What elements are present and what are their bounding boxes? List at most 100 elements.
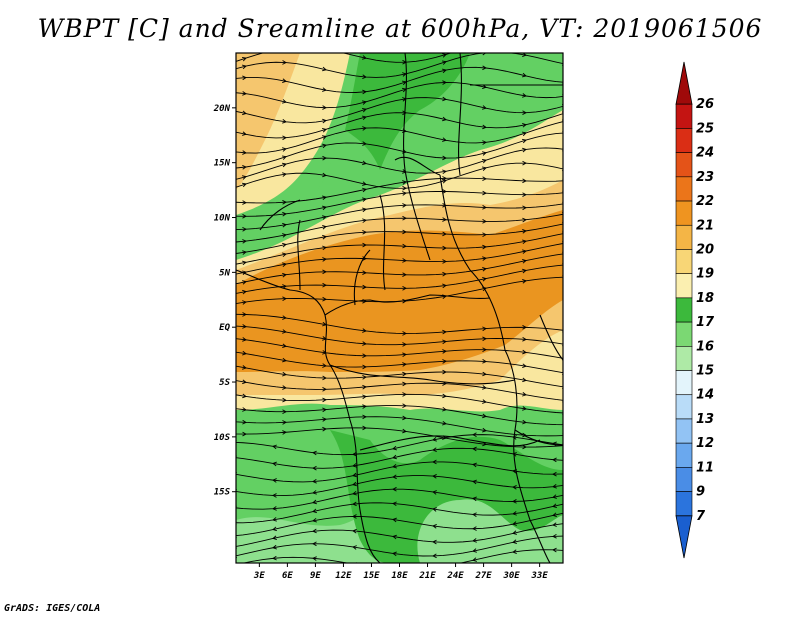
streamline: [236, 338, 563, 359]
streamline-arrow: [272, 506, 277, 511]
streamline: [236, 416, 563, 437]
streamline-arrow: [522, 325, 527, 330]
streamline-arrow: [242, 270, 247, 275]
streamline-arrow: [442, 393, 447, 399]
streamline-arrow: [552, 512, 557, 518]
streamline-arrow: [522, 147, 527, 153]
streamline-arrow: [402, 371, 407, 377]
streamline-arrow: [482, 326, 487, 332]
streamline-arrow: [482, 336, 487, 342]
lat-tick-label: 20N: [213, 104, 231, 114]
boundary-line: [514, 429, 563, 446]
colorbar-label: 14: [696, 388, 714, 403]
colorbar-label: 12: [696, 436, 714, 451]
streamline-arrow: [392, 445, 397, 451]
lon-tick-label: 3E: [253, 571, 265, 581]
streamline-arrow: [282, 262, 287, 267]
streamline-arrow: [282, 233, 287, 238]
streamline-arrow: [322, 155, 327, 161]
lon-tick-label: 24E: [446, 571, 464, 581]
boundary-line: [353, 249, 371, 306]
streamline-arrow: [522, 363, 527, 369]
streamline-arrow: [312, 556, 317, 561]
colorbar-label: 7: [696, 509, 706, 524]
streamline-arrow: [362, 374, 367, 380]
streamline-arrow: [472, 496, 477, 502]
streamline-arrow: [282, 409, 287, 415]
colorbar-label: 18: [696, 291, 714, 306]
streamline-arrow: [312, 541, 317, 547]
streamline-arrow: [441, 60, 447, 65]
streamline-arrow: [552, 457, 557, 463]
streamline-arrow: [522, 72, 527, 78]
streamline-arrow: [522, 259, 527, 264]
streamline: [236, 475, 563, 496]
colorbar-segment: [675, 491, 693, 517]
streamline: [236, 253, 563, 285]
streamline-arrow: [282, 371, 287, 377]
streamline: [236, 351, 563, 374]
streamline: [236, 325, 563, 346]
streamline: [241, 549, 563, 563]
colorbar-label: 17: [696, 315, 715, 330]
streamline-arrow: [442, 116, 447, 122]
colorbar-label: 15: [696, 364, 714, 379]
colorbar-segment: [675, 273, 693, 299]
streamline-arrow: [402, 258, 407, 263]
streamline-arrow: [282, 343, 287, 349]
lat-tick-label: 5S: [219, 378, 230, 388]
streamline: [236, 53, 453, 63]
northeast-yellow-patch: [440, 125, 563, 195]
streamline-arrow: [402, 169, 407, 174]
streamline-arrow: [242, 226, 247, 232]
streamline-arrow: [442, 329, 447, 335]
colorbar-label: 24: [696, 146, 714, 161]
streamline-arrow: [272, 461, 277, 467]
streamline-arrow: [322, 363, 327, 368]
streamline-arrow: [242, 250, 247, 255]
streamline-arrow: [482, 219, 487, 224]
streamline-arrow: [472, 538, 477, 543]
streamline-arrow: [312, 499, 317, 505]
streamline-arrow: [322, 172, 327, 178]
streamline-arrow: [282, 329, 287, 334]
streamline-arrow: [272, 544, 277, 550]
streamline-arrow: [482, 359, 487, 364]
streamline-arrow: [322, 234, 327, 240]
streamline-arrow: [522, 419, 527, 425]
streamline-arrow: [352, 528, 357, 534]
streamline-arrow: [242, 91, 247, 96]
colorbar-segment: [675, 370, 693, 396]
streamline-arrow: [272, 493, 277, 498]
streamline-arrow: [402, 403, 407, 409]
streamline-arrow: [272, 478, 277, 483]
streamline: [236, 213, 563, 243]
colorbar-segment: [675, 321, 693, 347]
colorbar-segment: [675, 224, 693, 250]
streamline-arrow: [272, 444, 277, 450]
streamline-arrow: [241, 56, 247, 62]
streamline-arrow: [352, 514, 357, 519]
streamline-arrow: [482, 413, 487, 419]
streamline-arrow: [522, 392, 527, 397]
streamline-arrow: [242, 379, 247, 385]
streamline-arrow: [322, 269, 327, 275]
streamline: [236, 264, 563, 294]
streamline: [236, 132, 563, 169]
streamline-arrow: [472, 462, 477, 468]
colorbar-segment: [675, 249, 693, 274]
streamline-arrow: [402, 428, 407, 434]
streamline-arrow: [282, 296, 287, 302]
streamline: [236, 112, 563, 139]
streamline-arrow: [242, 150, 247, 155]
streamline-arrow: [402, 392, 407, 397]
colorbar-label: 25: [696, 121, 714, 136]
streamline-arrow: [472, 526, 477, 531]
streamline-arrow: [522, 336, 527, 342]
streamline-arrow: [322, 397, 327, 403]
streamline-arrow: [242, 239, 247, 244]
streamline-arrow: [242, 431, 247, 437]
streamline: [236, 53, 563, 78]
streamline-arrow: [282, 284, 287, 289]
streamline-arrow: [522, 110, 527, 115]
